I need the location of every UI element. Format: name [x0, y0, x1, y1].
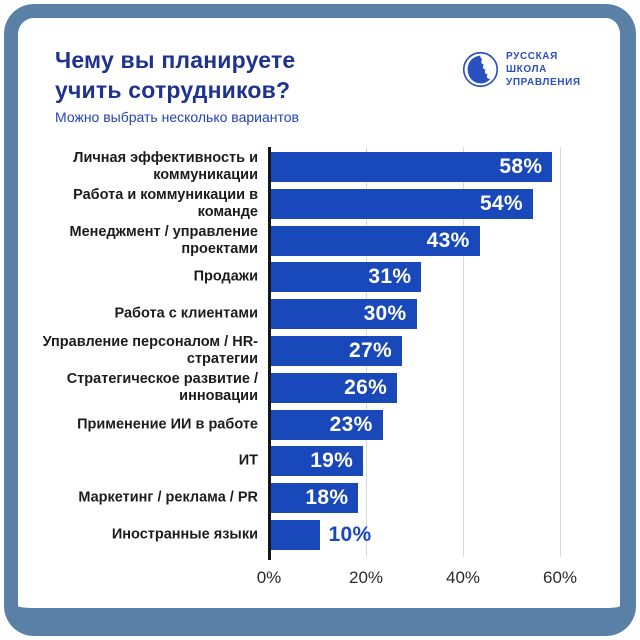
category-label: Личная эффективность и коммуникации [73, 150, 258, 183]
bar-10: 18% [271, 483, 359, 514]
brand-logo-line: УПРАВЛЕНИЯ [506, 77, 581, 88]
page-subtitle: Можно выбрать несколько вариантов [55, 109, 299, 125]
bar-8: 23% [271, 409, 383, 440]
bar-value-label: 54% [479, 191, 523, 215]
bar-11 [271, 520, 320, 550]
bar-6: 27% [271, 336, 402, 366]
bar-value-label: 26% [344, 375, 388, 399]
brand-logo-line: ШКОЛА [506, 64, 547, 75]
bar-1: 58% [271, 152, 553, 182]
bar-value-label: 58% [499, 155, 543, 178]
bar-value-label: 27% [349, 339, 392, 362]
bar-5: 30% [271, 299, 417, 330]
category-label: Стратегическое развитие / инновации [66, 370, 258, 404]
gridline-40 [463, 147, 464, 557]
x-tick-label: 0% [256, 568, 282, 587]
bar-value-label: 30% [363, 302, 407, 326]
bar-value-label: 10% [328, 523, 372, 546]
category-label: ИТ [238, 452, 258, 469]
x-tick-label: 20% [348, 568, 384, 587]
category-label: Применение ИИ в работе [77, 416, 258, 433]
brand-logo-text: РУССКАЯ ШКОЛА УПРАВЛЕНИЯ [506, 50, 581, 89]
brand-logo: РУССКАЯ ШКОЛА УПРАВЛЕНИЯ [462, 50, 581, 89]
bar-9: 19% [271, 446, 364, 477]
y-axis-line [268, 147, 271, 560]
bar-value-label: 31% [368, 265, 412, 289]
category-label: Работа с клиентами [114, 305, 258, 322]
category-label: Управление персоналом / HR-стратегии [42, 334, 258, 367]
bar-value-label: 19% [310, 449, 354, 473]
plot-area: 0% 20% 40% 60% 58% 54% 43% 31% 30% 27% 26% 23% 19% 18… [257, 147, 613, 587]
gridline-60 [560, 147, 561, 557]
category-label: Продажи [193, 268, 258, 285]
category-label: Работа и коммуникации в команде [73, 186, 258, 220]
category-label: Менеджмент / управление проектами [69, 223, 258, 257]
bar-value-label: 18% [305, 486, 349, 510]
category-label: Иностранные языки [111, 526, 258, 543]
bar-2: 54% [271, 188, 533, 219]
bar-7: 26% [271, 372, 398, 403]
face-in-circle-icon [462, 51, 499, 88]
bar-3: 43% [271, 225, 480, 256]
bar-value-label: 23% [329, 412, 373, 436]
category-label: Маркетинг / реклама / PR [78, 489, 258, 506]
brand-logo-line: РУССКАЯ [506, 51, 558, 62]
x-tick-label: 40% [445, 568, 481, 587]
bar-value-label: 43% [426, 228, 470, 252]
x-tick-label: 60% [542, 568, 578, 587]
page-title: Чему вы планируете учить сотрудников? [55, 47, 296, 103]
bar-4: 31% [271, 262, 422, 293]
